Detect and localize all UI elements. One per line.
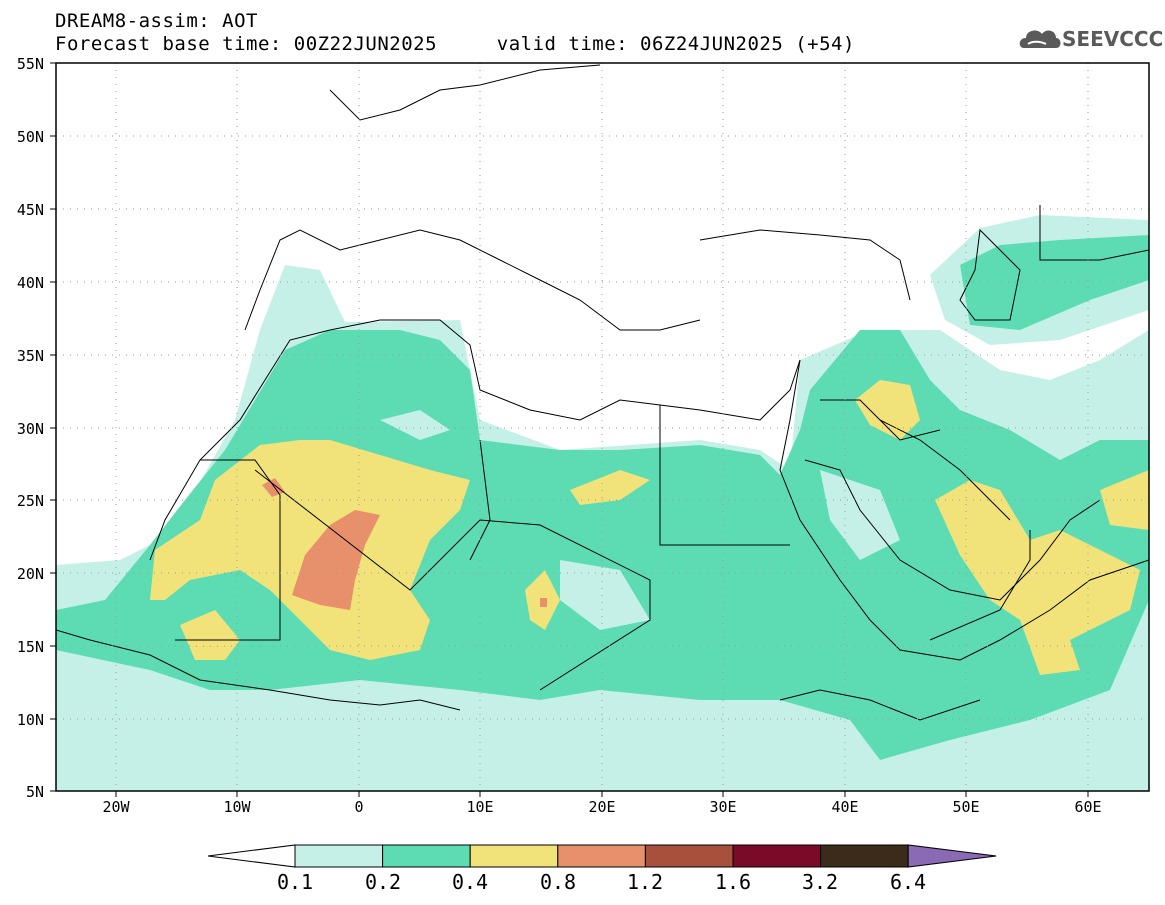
colorbar-segment: [732, 844, 822, 868]
aot-level-0.8: [262, 478, 285, 497]
colorbar-label: 0.8: [539, 870, 577, 894]
lat-label: 25N: [16, 492, 44, 510]
aot-field: [56, 63, 1149, 791]
aot-level-0.4: [1100, 470, 1149, 530]
map-title: DREAM8-assim: AOT: [55, 10, 258, 32]
logo-text: SEEVCCC: [1062, 27, 1164, 51]
colorbar-segment: [644, 844, 734, 868]
colorbar-segment: [382, 844, 471, 868]
colorbar-segment: [557, 844, 646, 868]
aot-hole: [380, 410, 900, 630]
cloud-icon: [1019, 30, 1061, 48]
lon-label: 10W: [223, 798, 251, 816]
lon-label: 10E: [466, 798, 494, 816]
lat-label: 40N: [16, 274, 44, 292]
lon-label: 30E: [709, 798, 737, 816]
lon-label: 40E: [831, 798, 859, 816]
colorbar-segment: [207, 844, 296, 868]
colorbar-label: 0.1: [276, 870, 314, 894]
lon-label: 0: [354, 798, 364, 816]
coastlines: [56, 64, 1149, 721]
aot-level-0.4: [570, 470, 650, 505]
lat-label: 55N: [16, 55, 44, 73]
aot-level-0.2: [56, 330, 1149, 760]
aot-level-0.8: [292, 510, 380, 610]
colorbar-segment: [469, 844, 559, 868]
aot-level-0.4: [855, 380, 920, 440]
aot-level-0.4: [935, 480, 1140, 675]
aot-level-0.2: [960, 235, 1149, 330]
colorbar-label: 0.2: [364, 870, 402, 894]
colorbar-segment: [907, 844, 997, 868]
colorbar-label: 1.6: [714, 870, 752, 894]
lat-label: 20N: [16, 565, 44, 583]
lat-label: 50N: [16, 128, 44, 146]
aot-level-0.8: [540, 598, 547, 607]
ticks: [50, 62, 1089, 797]
gridlines: [56, 63, 1149, 791]
colorbar-segment: [820, 844, 909, 868]
lat-label: 30N: [16, 420, 44, 438]
valid-time: valid time: 06Z24JUN2025 (+54): [496, 33, 855, 55]
colorbar-label: 1.2: [626, 870, 664, 894]
aot-level-0.4: [180, 610, 240, 660]
lon-label: 20E: [588, 798, 616, 816]
lat-label: 35N: [16, 347, 44, 365]
lat-label: 15N: [16, 638, 44, 656]
colorbar-label: 3.2: [801, 870, 839, 894]
colorbar-label: 6.4: [889, 870, 927, 894]
lat-label: 10N: [16, 711, 44, 729]
colorbar-label: 0.4: [451, 870, 489, 894]
colorbar-segment: [294, 844, 384, 868]
lon-label: 20W: [102, 798, 130, 816]
lat-label: 5N: [25, 783, 44, 801]
colorbar: [207, 844, 997, 868]
lon-label: 60E: [1074, 798, 1102, 816]
base-time: Forecast base time: 00Z22JUN2025: [55, 33, 438, 55]
lat-label: 45N: [16, 201, 44, 219]
lon-label: 50E: [952, 798, 980, 816]
time-info: Forecast base time: 00Z22JUN2025 valid t…: [55, 33, 855, 55]
